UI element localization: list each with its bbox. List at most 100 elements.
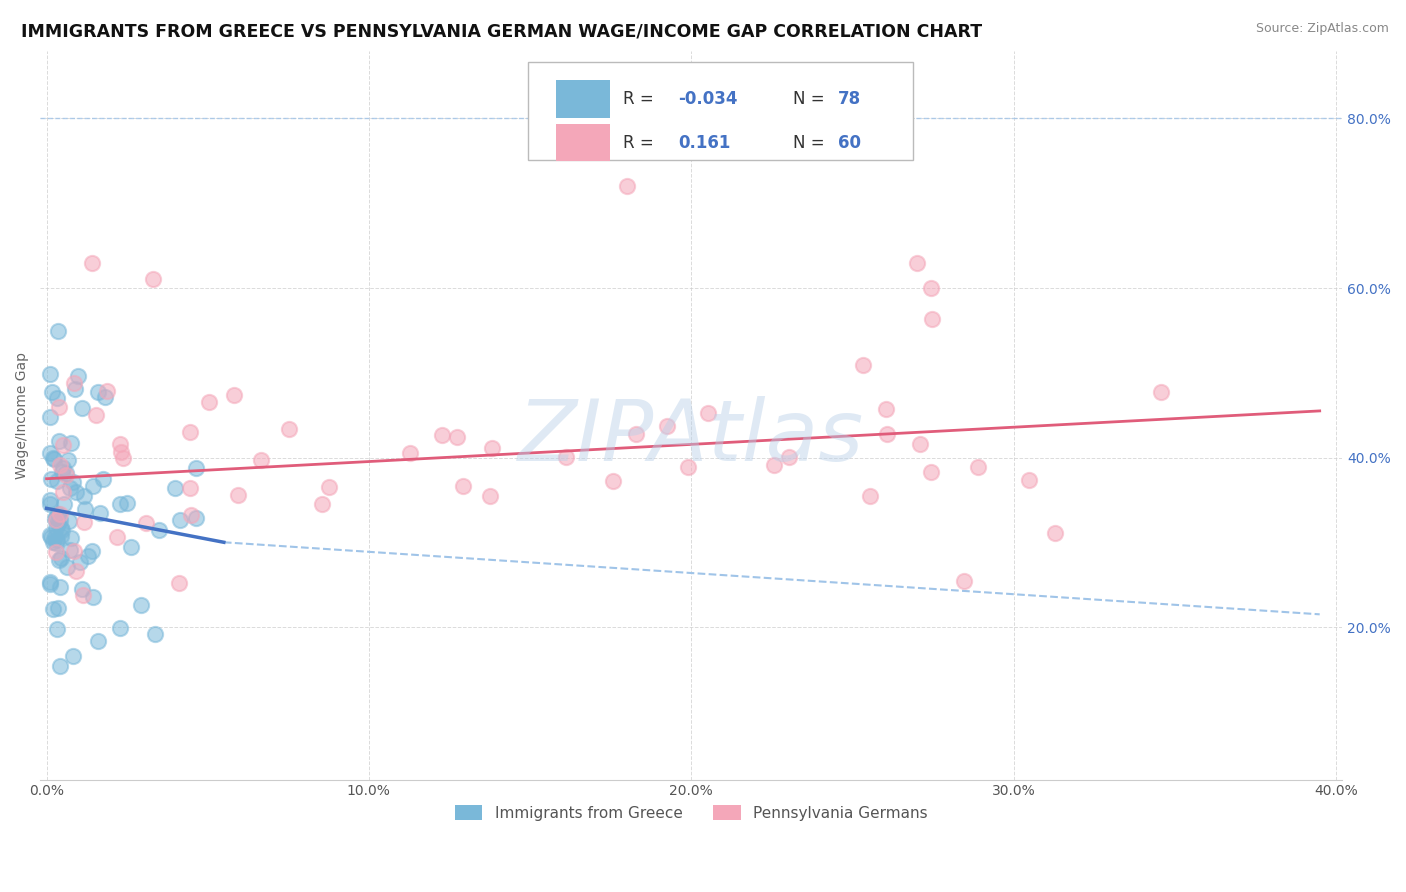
Point xyxy=(46,600,69,615)
Point xyxy=(479,489,502,503)
Point xyxy=(430,428,453,442)
Point xyxy=(108,497,131,511)
Point xyxy=(51,465,73,479)
Point xyxy=(481,441,503,455)
Point xyxy=(120,540,142,554)
Point xyxy=(75,501,97,516)
Point xyxy=(69,555,91,569)
Point xyxy=(108,437,131,451)
Point xyxy=(762,458,785,472)
Point xyxy=(58,482,80,496)
Point xyxy=(46,507,69,521)
Point xyxy=(179,481,201,495)
Point xyxy=(87,384,110,399)
Point xyxy=(39,530,62,544)
Point xyxy=(41,535,63,549)
Point xyxy=(44,510,66,524)
Point xyxy=(142,272,165,286)
FancyBboxPatch shape xyxy=(529,62,912,160)
Point xyxy=(52,461,75,475)
Point xyxy=(554,450,576,464)
Point xyxy=(53,497,76,511)
Point xyxy=(63,376,86,391)
Point xyxy=(451,479,474,493)
Point xyxy=(73,489,96,503)
Point xyxy=(45,521,67,535)
Point xyxy=(953,574,976,589)
Point xyxy=(45,391,67,405)
Text: 78: 78 xyxy=(838,90,862,108)
Point xyxy=(876,426,898,441)
Point xyxy=(626,427,648,442)
Point xyxy=(318,480,340,494)
Point xyxy=(224,388,246,402)
Point xyxy=(38,528,60,542)
Point xyxy=(72,588,94,602)
Point xyxy=(42,451,65,466)
Point xyxy=(226,488,249,502)
Point xyxy=(45,545,67,559)
Point xyxy=(179,508,201,523)
Point xyxy=(115,496,138,510)
Point xyxy=(859,489,882,503)
Point xyxy=(60,435,83,450)
Legend: Immigrants from Greece, Pennsylvania Germans: Immigrants from Greece, Pennsylvania Ger… xyxy=(449,798,934,827)
Point xyxy=(49,507,72,521)
Point xyxy=(1043,526,1066,541)
Point xyxy=(45,533,67,548)
Point xyxy=(38,498,60,512)
Point xyxy=(920,281,942,295)
Text: R =: R = xyxy=(623,134,659,152)
Point xyxy=(875,401,897,416)
Point xyxy=(602,474,624,488)
Point xyxy=(135,516,157,530)
Point xyxy=(91,472,114,486)
Point xyxy=(398,446,420,460)
Point xyxy=(167,576,190,591)
Point xyxy=(70,401,93,416)
Point xyxy=(56,559,79,574)
Point xyxy=(55,467,77,482)
Y-axis label: Wage/Income Gap: Wage/Income Gap xyxy=(15,351,30,479)
FancyBboxPatch shape xyxy=(555,80,610,118)
Point xyxy=(48,580,70,594)
Point xyxy=(179,425,201,439)
Point xyxy=(169,513,191,527)
Point xyxy=(49,529,72,543)
Point xyxy=(697,406,720,420)
Point xyxy=(778,450,800,464)
Point xyxy=(89,506,111,520)
Point xyxy=(49,513,72,527)
Point xyxy=(38,368,60,382)
Point xyxy=(93,390,115,404)
Point xyxy=(87,634,110,648)
Text: -0.034: -0.034 xyxy=(678,90,738,108)
Point xyxy=(51,523,73,537)
Point xyxy=(62,475,84,490)
Point xyxy=(41,384,63,399)
Point xyxy=(1018,473,1040,487)
Point xyxy=(165,481,187,495)
Point xyxy=(905,255,928,269)
Point xyxy=(48,434,70,448)
Point xyxy=(42,601,65,615)
Point xyxy=(38,409,60,424)
Point xyxy=(45,536,67,550)
Text: IMMIGRANTS FROM GREECE VS PENNSYLVANIA GERMAN WAGE/INCOME GAP CORRELATION CHART: IMMIGRANTS FROM GREECE VS PENNSYLVANIA G… xyxy=(21,22,983,40)
Text: R =: R = xyxy=(623,90,659,108)
Point xyxy=(82,590,104,604)
Point xyxy=(38,493,60,508)
Point xyxy=(143,627,166,641)
Point xyxy=(105,530,128,544)
Point xyxy=(60,531,83,545)
Point xyxy=(45,513,67,527)
Point xyxy=(63,544,86,558)
Point xyxy=(616,179,638,194)
Text: N =: N = xyxy=(793,134,830,152)
Point xyxy=(197,395,219,409)
Point xyxy=(49,551,72,566)
Point xyxy=(49,458,72,472)
Point xyxy=(184,510,207,524)
Point xyxy=(39,472,62,486)
Point xyxy=(59,542,82,557)
